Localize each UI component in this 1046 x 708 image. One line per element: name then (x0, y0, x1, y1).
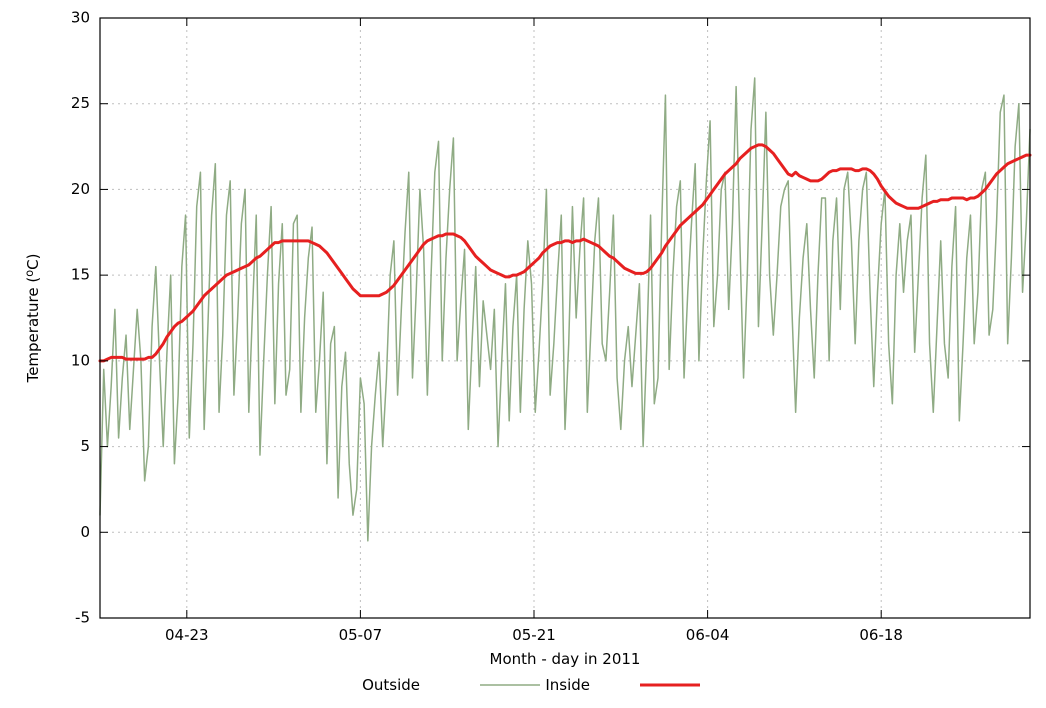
legend-label-outside: Outside (362, 676, 420, 694)
temperature-chart: -5 0 5 10 15 20 25 30 04-23 05-07 05-21 06-04 06-18 M… (0, 0, 1046, 708)
y-tick-label: 10 (71, 351, 90, 369)
chart-svg: -5 0 5 10 15 20 25 30 04-23 05-07 05-21 06-04 06-18 M… (0, 0, 1046, 708)
y-tick-label: -5 (75, 609, 90, 627)
y-tick-label: 25 (71, 94, 90, 112)
y-tick-label: 30 (71, 9, 90, 27)
legend-label-inside: Inside (545, 676, 590, 694)
y-tick-label: 0 (80, 523, 90, 541)
x-tick-label: 05-21 (512, 626, 556, 644)
x-tick-label: 05-07 (339, 626, 383, 644)
x-axis-label: Month - day in 2011 (490, 650, 641, 668)
y-tick-label: 15 (71, 266, 90, 284)
x-tick-label: 04-23 (165, 626, 209, 644)
y-tick-label: 5 (80, 437, 90, 455)
x-tick-label: 06-04 (686, 626, 730, 644)
y-tick-label: 20 (71, 180, 90, 198)
x-tick-label: 06-18 (859, 626, 903, 644)
